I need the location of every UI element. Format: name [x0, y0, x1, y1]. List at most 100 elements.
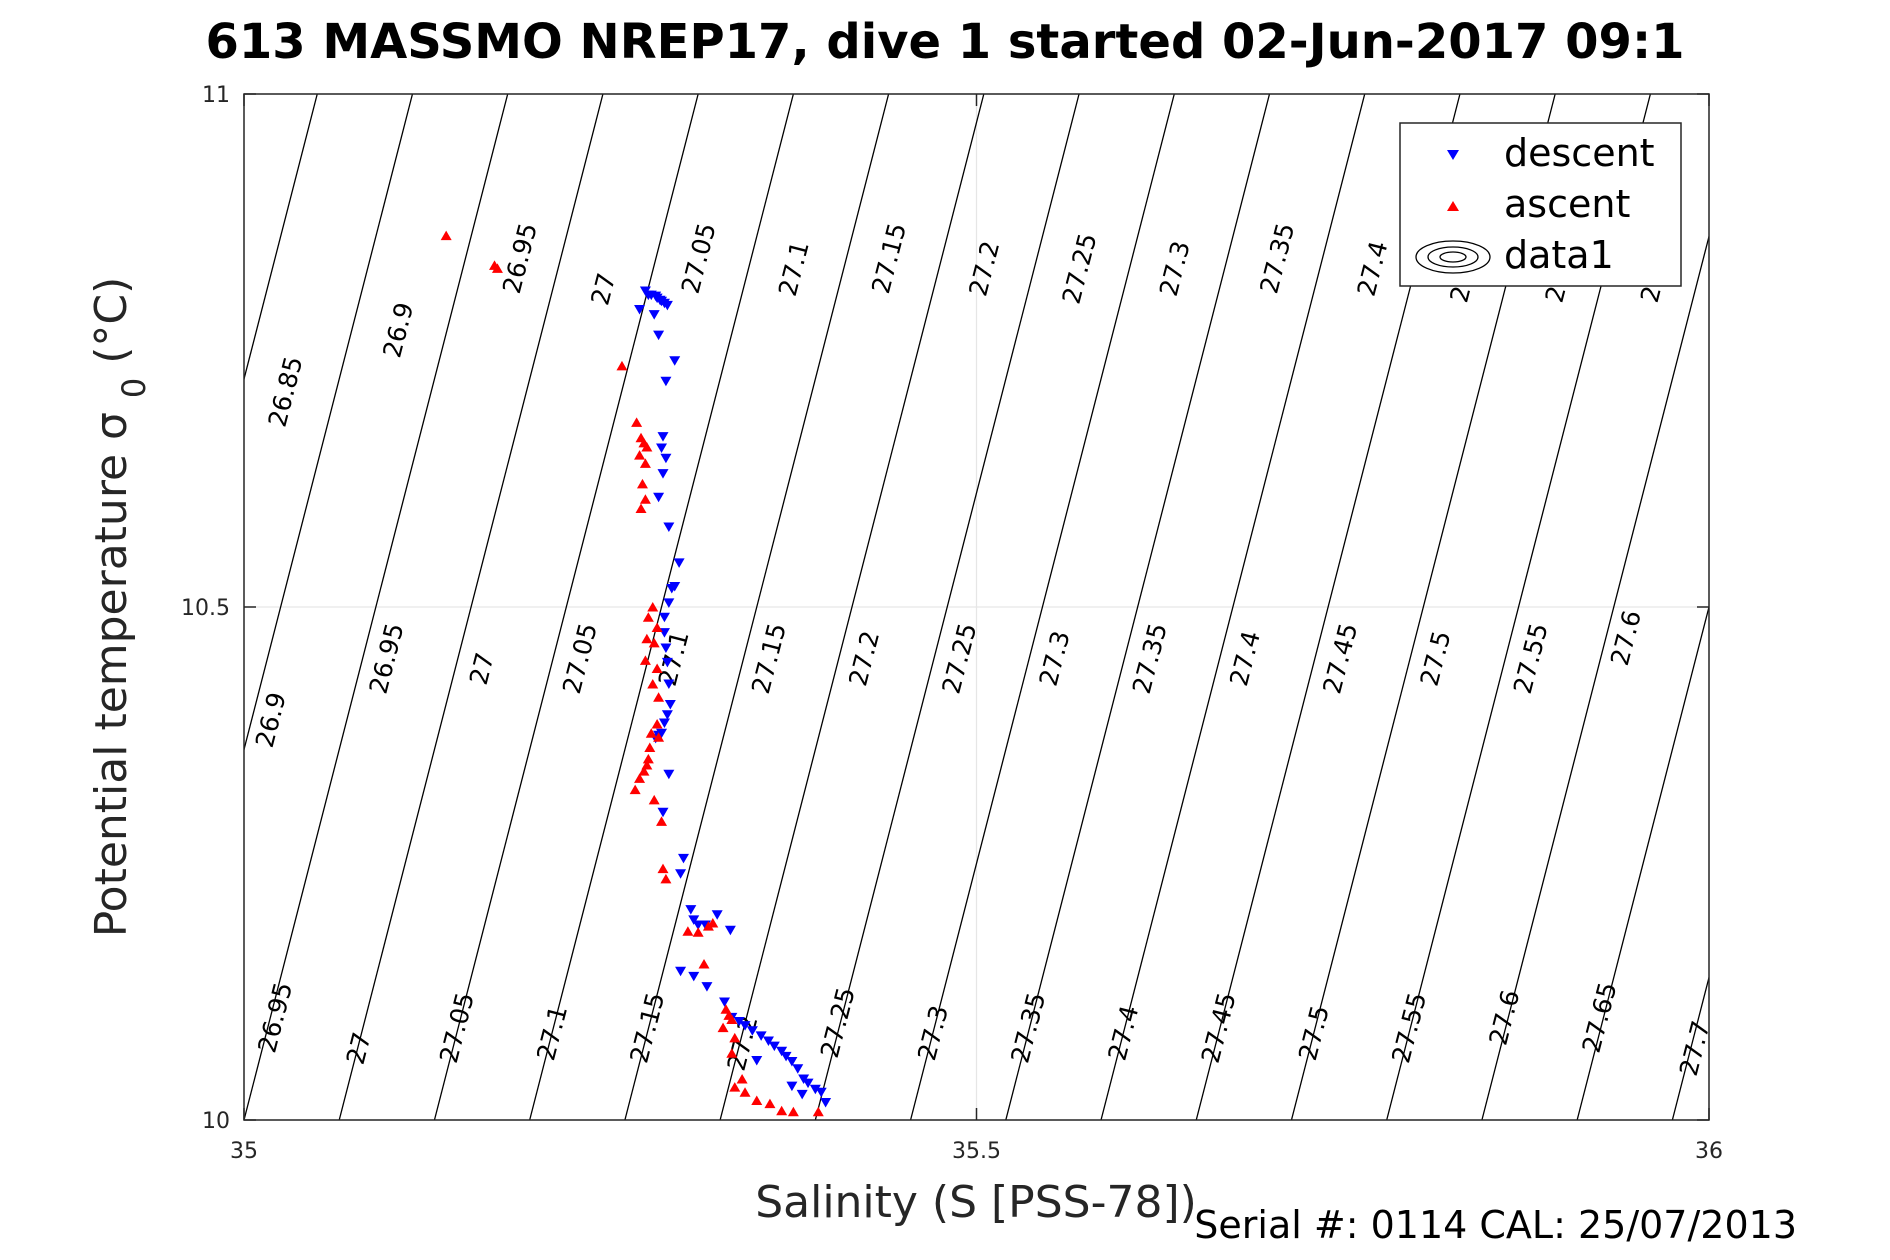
y-tick-label: 11 — [202, 83, 230, 108]
serial-cal-footer: Serial #: 0114 CAL: 25/07/2013 — [1194, 1203, 1797, 1247]
axis-ticks: 35 35.5 36 10 10.5 11 — [181, 83, 1723, 1164]
descent-point — [688, 915, 700, 925]
descent-point — [657, 807, 669, 818]
ascent-point — [726, 1014, 738, 1024]
isopycnal-line — [1481, 233, 1709, 1120]
descent-point — [739, 1021, 751, 1031]
ascent-point — [692, 927, 704, 937]
contour-label-text: 2 — [1540, 283, 1572, 306]
ascent-point — [648, 794, 660, 805]
ascent-point — [707, 918, 719, 928]
descent-point — [661, 710, 673, 720]
contour-label-text: 2 — [1444, 283, 1476, 306]
ascent-point — [651, 663, 663, 674]
descent-point — [661, 300, 673, 311]
x-axis-label: Salinity (S [PSS-78]) — [755, 1177, 1197, 1228]
x-tick-label: 35 — [230, 1139, 258, 1164]
descent-point — [660, 376, 672, 387]
isopycnal-line — [433, 94, 699, 1120]
ascent-point — [648, 637, 660, 648]
descent-point — [669, 356, 681, 366]
ascent-point — [634, 773, 646, 783]
isopycnal-line — [529, 94, 795, 1120]
ascent-point — [638, 766, 650, 776]
ascent-point — [653, 692, 665, 702]
ascent-point — [717, 1022, 729, 1033]
descent-point — [666, 584, 678, 594]
descent-point — [688, 971, 700, 982]
isopycnal-line — [719, 94, 985, 1120]
ascent-point — [660, 873, 672, 884]
contour-label: 2 — [1540, 283, 1572, 306]
descent-point — [802, 1078, 814, 1089]
legend-ascent-label: ascent — [1504, 182, 1630, 226]
density-contours — [244, 94, 1709, 1120]
descent-point — [780, 1051, 792, 1062]
ascent-point — [751, 1095, 763, 1106]
isopycnal-line — [244, 94, 318, 382]
ascent-point — [656, 816, 668, 826]
descent-point — [796, 1089, 808, 1100]
ascent-point — [631, 417, 643, 427]
x-tick-label: 35.5 — [952, 1139, 1001, 1164]
descent-point — [815, 1087, 827, 1098]
descent-point — [656, 443, 668, 453]
descent-point — [673, 558, 685, 568]
x-tick-label: 36 — [1695, 1139, 1723, 1164]
descent-point — [658, 612, 670, 623]
ascent-point — [651, 622, 663, 633]
ascent-point — [739, 1087, 751, 1097]
legend-data1-label: data1 — [1504, 233, 1614, 277]
ascent-point — [657, 863, 669, 874]
legend-descent-label: descent — [1504, 131, 1655, 175]
legend: descent ascent data1 — [1399, 122, 1682, 287]
descent-point — [755, 1031, 767, 1041]
descent-point — [661, 657, 673, 668]
ascent-point — [651, 718, 663, 729]
ascent-point — [629, 784, 641, 795]
ascent-point — [764, 1098, 776, 1109]
chart-title: 613 MASSMO NREP17, dive 1 started 02-Jun… — [205, 14, 1684, 70]
descent-point — [786, 1081, 798, 1092]
descent-point — [776, 1046, 788, 1057]
descent-point — [663, 522, 675, 532]
descent-point — [634, 304, 646, 315]
descent-point — [820, 1098, 832, 1108]
descent-point — [664, 699, 676, 710]
ascent-point — [636, 478, 648, 489]
ascent-point — [635, 503, 647, 514]
ascent-point — [634, 450, 646, 460]
descent-point — [809, 1084, 821, 1095]
descent-point — [653, 492, 665, 503]
descent-point — [658, 718, 670, 728]
contour-label-text: 2 — [1635, 283, 1667, 306]
legend-contour-icon — [1415, 240, 1491, 274]
ascent-point — [647, 602, 659, 612]
isopycnal-line — [1005, 94, 1271, 1120]
descent-point — [792, 1064, 804, 1074]
isopycnal-line — [909, 94, 1175, 1120]
descent-point — [711, 910, 723, 920]
y-axis-label: Potential temperature σ 0 (°C) — [86, 277, 153, 938]
ascent-point — [812, 1106, 824, 1117]
ascent-point — [787, 1106, 799, 1117]
ascent-point — [642, 612, 654, 622]
descent-point — [768, 1041, 780, 1052]
descent-point — [675, 869, 687, 879]
descent-point — [719, 997, 731, 1008]
ascent-point — [641, 633, 653, 644]
descent-point — [660, 643, 672, 654]
descent-point — [762, 1036, 774, 1046]
contour-label: 2 — [1444, 283, 1476, 306]
legend-ascent-marker — [1447, 201, 1459, 211]
descent-point — [724, 925, 736, 936]
descent-point — [663, 679, 675, 689]
legend-descent-marker — [1447, 150, 1459, 160]
ascent-point — [639, 458, 651, 468]
ascent-point — [644, 742, 656, 753]
descent-point — [675, 966, 687, 977]
ascent-point — [647, 678, 659, 689]
ascent-point — [729, 1082, 741, 1092]
descent-point — [746, 1026, 758, 1036]
